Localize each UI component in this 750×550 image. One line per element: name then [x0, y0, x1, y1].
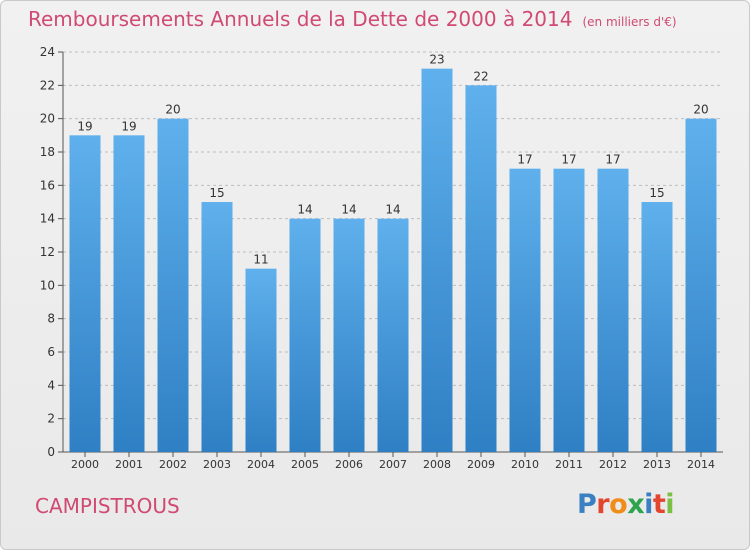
bar [509, 168, 541, 452]
x-tick-label: 2001 [115, 458, 143, 471]
bar-value-label: 17 [605, 153, 620, 167]
commune-name: CAMPISTROUS [35, 494, 180, 518]
y-tick-label: 22 [40, 78, 55, 92]
y-tick-label: 8 [47, 312, 55, 326]
bar-value-label: 17 [561, 153, 576, 167]
bar-value-label: 11 [253, 253, 268, 267]
bar-value-label: 22 [473, 69, 488, 83]
x-tick-label: 2004 [247, 458, 275, 471]
bar [113, 135, 145, 453]
bar-value-label: 14 [385, 203, 400, 217]
logo-letter: i [644, 489, 653, 520]
bar-value-label: 19 [77, 119, 92, 133]
x-tick-label: 2012 [599, 458, 627, 471]
x-tick-label: 2010 [511, 458, 539, 471]
bar-value-label: 15 [209, 186, 224, 200]
x-tick-label: 2014 [687, 458, 715, 471]
logo-letter: P [577, 489, 597, 520]
title-text: Remboursements Annuels de la Dette de 20… [28, 7, 573, 31]
bar [553, 168, 585, 452]
bar-value-label: 17 [517, 153, 532, 167]
x-tick-label: 2006 [335, 458, 363, 471]
logo-letter: i [665, 489, 675, 520]
logo-letter: t [652, 489, 666, 520]
bar [421, 68, 453, 453]
bar [597, 168, 629, 452]
bar [641, 202, 673, 452]
title-unit: (en milliers d'€) [582, 15, 677, 29]
proxiti-logo: Proxiti [577, 489, 675, 520]
bar-value-label: 23 [429, 53, 444, 67]
y-tick-label: 24 [40, 45, 55, 59]
bar [69, 135, 101, 453]
x-tick-label: 2005 [291, 458, 319, 471]
bar [685, 118, 717, 453]
y-tick-label: 0 [47, 445, 55, 459]
y-tick-label: 2 [47, 412, 55, 426]
bar-value-label: 15 [649, 186, 664, 200]
logo-letter: x [627, 489, 645, 520]
logo-letter: o [609, 489, 628, 520]
chart-title: Remboursements Annuels de la Dette de 20… [28, 7, 677, 31]
bar-value-label: 20 [165, 103, 180, 117]
bar-value-label: 14 [297, 203, 312, 217]
x-tick-label: 2009 [467, 458, 495, 471]
x-tick-label: 2002 [159, 458, 187, 471]
y-tick-label: 18 [40, 145, 55, 159]
bar-value-label: 14 [341, 203, 356, 217]
y-tick-label: 12 [40, 245, 55, 259]
x-tick-label: 2013 [643, 458, 671, 471]
bar-value-label: 19 [121, 119, 136, 133]
bar-value-label: 20 [693, 103, 708, 117]
bar [289, 218, 321, 452]
bar [465, 85, 497, 452]
bar [333, 218, 365, 452]
x-tick-label: 2008 [423, 458, 451, 471]
y-tick-label: 14 [40, 212, 55, 226]
y-tick-label: 16 [40, 178, 55, 192]
bar [377, 218, 409, 452]
x-tick-label: 2007 [379, 458, 407, 471]
bar [201, 202, 233, 452]
bar [245, 268, 277, 452]
x-tick-label: 2003 [203, 458, 231, 471]
bar [157, 118, 189, 453]
x-tick-label: 2011 [555, 458, 583, 471]
y-tick-label: 10 [40, 278, 55, 292]
logo-letter: r [596, 489, 610, 520]
y-tick-label: 4 [47, 378, 55, 392]
y-tick-label: 6 [47, 345, 55, 359]
y-tick-label: 20 [40, 112, 55, 126]
x-tick-label: 2000 [71, 458, 99, 471]
